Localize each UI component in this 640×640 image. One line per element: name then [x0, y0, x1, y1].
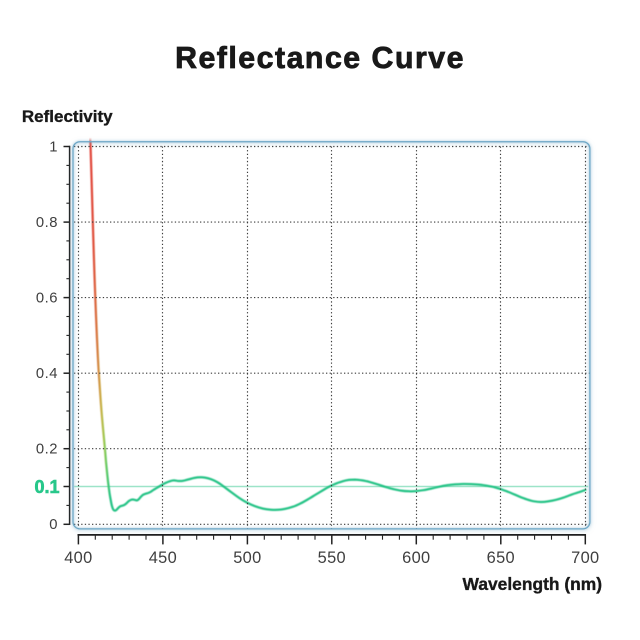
- svg-text:0.4: 0.4: [36, 366, 58, 382]
- svg-text:0: 0: [49, 517, 58, 533]
- svg-text:0.8: 0.8: [36, 215, 58, 231]
- svg-text:1: 1: [49, 139, 58, 155]
- svg-text:0.6: 0.6: [36, 291, 58, 307]
- svg-text:0.1: 0.1: [34, 477, 59, 497]
- svg-text:550: 550: [318, 549, 346, 567]
- svg-text:0.2: 0.2: [36, 442, 58, 458]
- svg-text:500: 500: [233, 549, 261, 567]
- svg-text:600: 600: [402, 549, 430, 567]
- svg-text:650: 650: [487, 549, 515, 567]
- svg-text:450: 450: [149, 549, 177, 567]
- svg-text:700: 700: [571, 549, 599, 567]
- svg-text:400: 400: [64, 549, 92, 567]
